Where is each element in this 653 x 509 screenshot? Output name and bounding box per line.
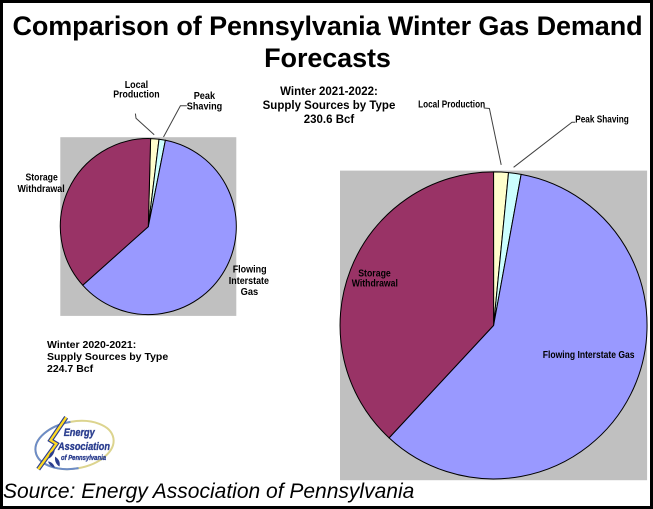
svg-text:Flowing Interstate Gas: Flowing Interstate Gas: [543, 349, 635, 361]
svg-text:Production: Production: [113, 89, 159, 101]
svg-text:Energy: Energy: [64, 427, 96, 439]
svg-text:Association: Association: [57, 441, 110, 453]
svg-text:Storage: Storage: [26, 171, 58, 183]
svg-text:Gas: Gas: [241, 286, 259, 298]
svg-text:Withdrawal: Withdrawal: [18, 183, 65, 195]
svg-text:Peak: Peak: [194, 90, 216, 102]
svg-text:Withdrawal: Withdrawal: [352, 278, 398, 290]
svg-text:Storage: Storage: [358, 267, 391, 279]
svg-text:Interstate: Interstate: [229, 275, 269, 287]
svg-text:Shaving: Shaving: [187, 100, 222, 112]
svg-text:Peak Shaving: Peak Shaving: [575, 114, 629, 126]
svg-text:Local: Local: [125, 79, 149, 91]
svg-text:of Pennsylvania: of Pennsylvania: [61, 453, 106, 462]
svg-text:Flowing: Flowing: [233, 264, 267, 276]
svg-text:Local Production: Local Production: [418, 99, 485, 111]
